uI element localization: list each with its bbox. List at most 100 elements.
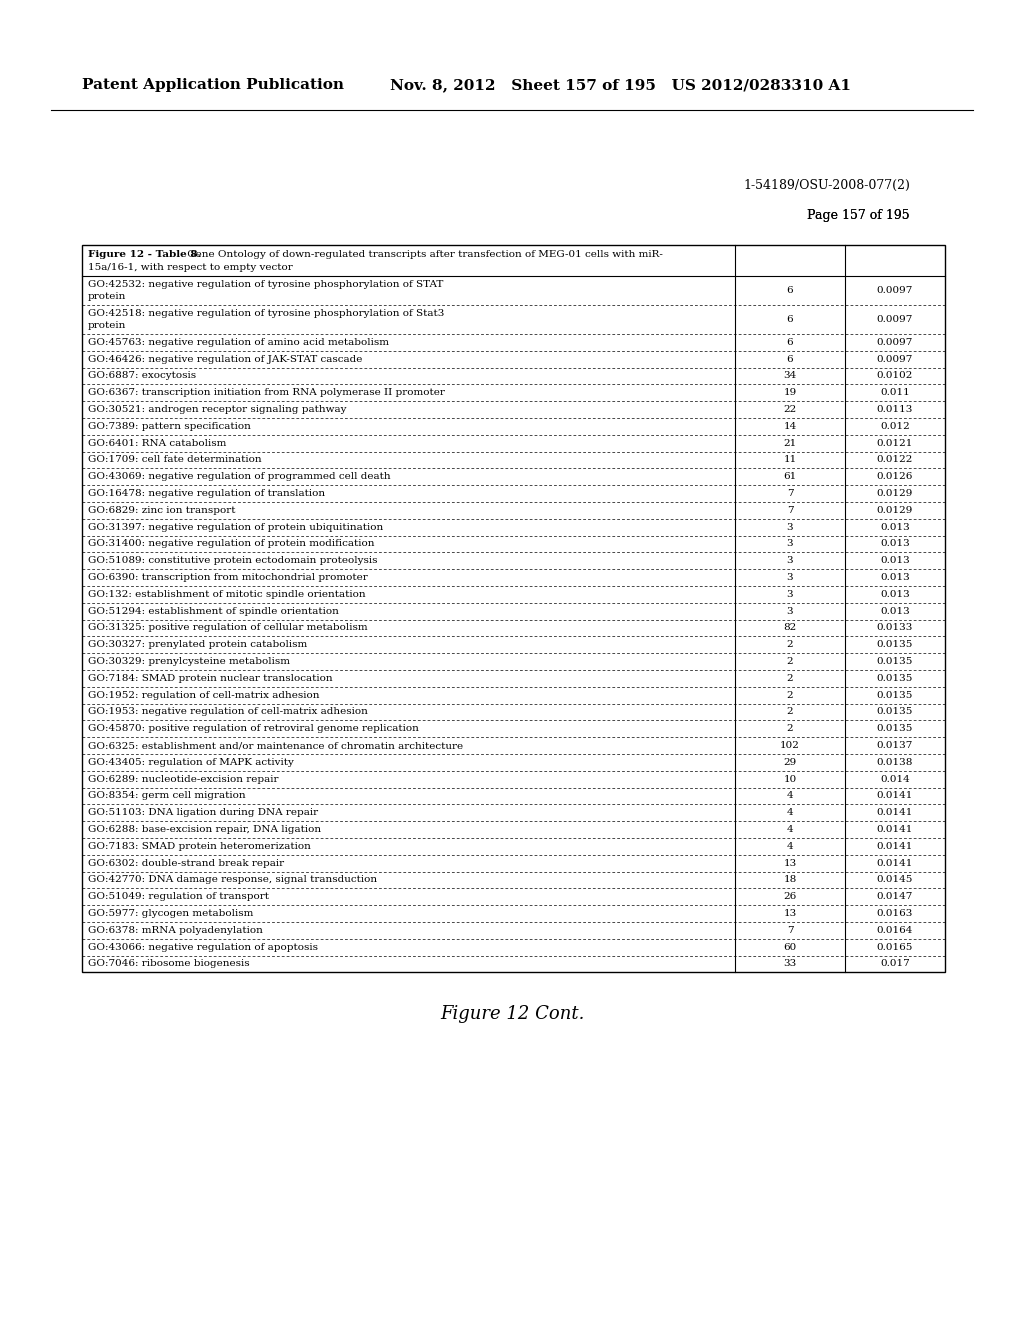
- Text: 102: 102: [780, 741, 800, 750]
- Text: GO:31397: negative regulation of protein ubiquitination: GO:31397: negative regulation of protein…: [88, 523, 383, 532]
- Text: GO:51103: DNA ligation during DNA repair: GO:51103: DNA ligation during DNA repair: [88, 808, 318, 817]
- Text: 7: 7: [786, 506, 794, 515]
- Text: 3: 3: [786, 540, 794, 549]
- Text: GO:31325: positive regulation of cellular metabolism: GO:31325: positive regulation of cellula…: [88, 623, 368, 632]
- Text: Page 157 of 195: Page 157 of 195: [807, 209, 910, 222]
- Text: 0.0135: 0.0135: [877, 725, 913, 734]
- Text: GO:6289: nucleotide-excision repair: GO:6289: nucleotide-excision repair: [88, 775, 279, 784]
- Bar: [82, 246, 945, 973]
- Text: 2: 2: [786, 675, 794, 682]
- Text: protein: protein: [88, 321, 126, 330]
- Text: GO:43066: negative regulation of apoptosis: GO:43066: negative regulation of apoptos…: [88, 942, 318, 952]
- Text: 0.013: 0.013: [880, 540, 910, 549]
- Text: 0.0097: 0.0097: [877, 338, 913, 347]
- Text: 0.0135: 0.0135: [877, 675, 913, 682]
- Text: GO:6288: base-excision repair, DNA ligation: GO:6288: base-excision repair, DNA ligat…: [88, 825, 322, 834]
- Text: 2: 2: [786, 640, 794, 649]
- Text: GO:51049: regulation of transport: GO:51049: regulation of transport: [88, 892, 269, 902]
- Text: GO:6390: transcription from mitochondrial promoter: GO:6390: transcription from mitochondria…: [88, 573, 368, 582]
- Text: 0.0121: 0.0121: [877, 438, 913, 447]
- Text: 0.0165: 0.0165: [877, 942, 913, 952]
- Text: GO:31400: negative regulation of protein modification: GO:31400: negative regulation of protein…: [88, 540, 375, 549]
- Text: 0.0113: 0.0113: [877, 405, 913, 414]
- Text: 6: 6: [786, 338, 794, 347]
- Text: GO:6887: exocytosis: GO:6887: exocytosis: [88, 371, 197, 380]
- Text: GO:45870: positive regulation of retroviral genome replication: GO:45870: positive regulation of retrovi…: [88, 725, 419, 734]
- Text: 3: 3: [786, 523, 794, 532]
- Text: 6: 6: [786, 286, 794, 294]
- Text: GO:6302: double-strand break repair: GO:6302: double-strand break repair: [88, 859, 284, 867]
- Text: GO:30521: androgen receptor signaling pathway: GO:30521: androgen receptor signaling pa…: [88, 405, 346, 414]
- Text: GO:8354: germ cell migration: GO:8354: germ cell migration: [88, 792, 246, 800]
- Text: 13: 13: [783, 859, 797, 867]
- Text: 21: 21: [783, 438, 797, 447]
- Text: GO:46426: negative regulation of JAK-STAT cascade: GO:46426: negative regulation of JAK-STA…: [88, 355, 362, 364]
- Text: 34: 34: [783, 371, 797, 380]
- Text: 0.011: 0.011: [880, 388, 910, 397]
- Text: 0.0122: 0.0122: [877, 455, 913, 465]
- Text: 6: 6: [786, 355, 794, 364]
- Text: 0.0126: 0.0126: [877, 473, 913, 482]
- Text: 0.0163: 0.0163: [877, 909, 913, 919]
- Text: GO:42518: negative regulation of tyrosine phosphorylation of Stat3: GO:42518: negative regulation of tyrosin…: [88, 309, 444, 318]
- Text: GO:43069: negative regulation of programmed cell death: GO:43069: negative regulation of program…: [88, 473, 390, 482]
- Text: Figure 12 - Table 8.: Figure 12 - Table 8.: [88, 251, 202, 260]
- Text: 10: 10: [783, 775, 797, 784]
- Text: GO:132: establishment of mitotic spindle orientation: GO:132: establishment of mitotic spindle…: [88, 590, 366, 599]
- Text: GO:7389: pattern specification: GO:7389: pattern specification: [88, 422, 251, 430]
- Text: GO:1953: negative regulation of cell-matrix adhesion: GO:1953: negative regulation of cell-mat…: [88, 708, 368, 717]
- Text: GO:5977: glycogen metabolism: GO:5977: glycogen metabolism: [88, 909, 253, 919]
- Text: 60: 60: [783, 942, 797, 952]
- Text: 0.013: 0.013: [880, 590, 910, 599]
- Text: GO:6367: transcription initiation from RNA polymerase II promoter: GO:6367: transcription initiation from R…: [88, 388, 444, 397]
- Text: 0.0129: 0.0129: [877, 490, 913, 498]
- Text: 2: 2: [786, 657, 794, 667]
- Text: 7: 7: [786, 925, 794, 935]
- Text: 0.0137: 0.0137: [877, 741, 913, 750]
- Text: 3: 3: [786, 607, 794, 615]
- Text: GO:30327: prenylated protein catabolism: GO:30327: prenylated protein catabolism: [88, 640, 307, 649]
- Text: 0.0102: 0.0102: [877, 371, 913, 380]
- Text: 0.0135: 0.0135: [877, 657, 913, 667]
- Text: 0.0164: 0.0164: [877, 925, 913, 935]
- Text: 18: 18: [783, 875, 797, 884]
- Text: GO:42532: negative regulation of tyrosine phosphorylation of STAT: GO:42532: negative regulation of tyrosin…: [88, 280, 443, 289]
- Text: 2: 2: [786, 725, 794, 734]
- Text: 15a/16-1, with respect to empty vector: 15a/16-1, with respect to empty vector: [88, 263, 293, 272]
- Text: 4: 4: [786, 842, 794, 851]
- Text: 0.0141: 0.0141: [877, 825, 913, 834]
- Text: GO:6829: zinc ion transport: GO:6829: zinc ion transport: [88, 506, 236, 515]
- Text: 0.0097: 0.0097: [877, 286, 913, 294]
- Text: 0.0135: 0.0135: [877, 640, 913, 649]
- Text: 13: 13: [783, 909, 797, 919]
- Text: 0.013: 0.013: [880, 556, 910, 565]
- Text: GO:1709: cell fate determination: GO:1709: cell fate determination: [88, 455, 261, 465]
- Text: 3: 3: [786, 573, 794, 582]
- Text: Figure 12 Cont.: Figure 12 Cont.: [440, 1006, 584, 1023]
- Text: 0.013: 0.013: [880, 607, 910, 615]
- Text: GO:6378: mRNA polyadenylation: GO:6378: mRNA polyadenylation: [88, 925, 263, 935]
- Text: 0.0147: 0.0147: [877, 892, 913, 902]
- Text: 4: 4: [786, 825, 794, 834]
- Text: GO:16478: negative regulation of translation: GO:16478: negative regulation of transla…: [88, 490, 326, 498]
- Text: 29: 29: [783, 758, 797, 767]
- Text: GO:6401: RNA catabolism: GO:6401: RNA catabolism: [88, 438, 226, 447]
- Text: Page 157 of 195: Page 157 of 195: [807, 209, 910, 222]
- Text: GO:45763: negative regulation of amino acid metabolism: GO:45763: negative regulation of amino a…: [88, 338, 389, 347]
- Text: 0.0141: 0.0141: [877, 842, 913, 851]
- Text: 0.0141: 0.0141: [877, 792, 913, 800]
- Text: 3: 3: [786, 556, 794, 565]
- Text: 0.0097: 0.0097: [877, 355, 913, 364]
- Text: 0.0138: 0.0138: [877, 758, 913, 767]
- Text: 14: 14: [783, 422, 797, 430]
- Text: 22: 22: [783, 405, 797, 414]
- Text: 0.0135: 0.0135: [877, 708, 913, 717]
- Text: 0.0133: 0.0133: [877, 623, 913, 632]
- Text: protein: protein: [88, 293, 126, 301]
- Text: 26: 26: [783, 892, 797, 902]
- Text: 0.0129: 0.0129: [877, 506, 913, 515]
- Text: Patent Application Publication: Patent Application Publication: [82, 78, 344, 92]
- Text: 33: 33: [783, 960, 797, 969]
- Text: 4: 4: [786, 792, 794, 800]
- Text: 82: 82: [783, 623, 797, 632]
